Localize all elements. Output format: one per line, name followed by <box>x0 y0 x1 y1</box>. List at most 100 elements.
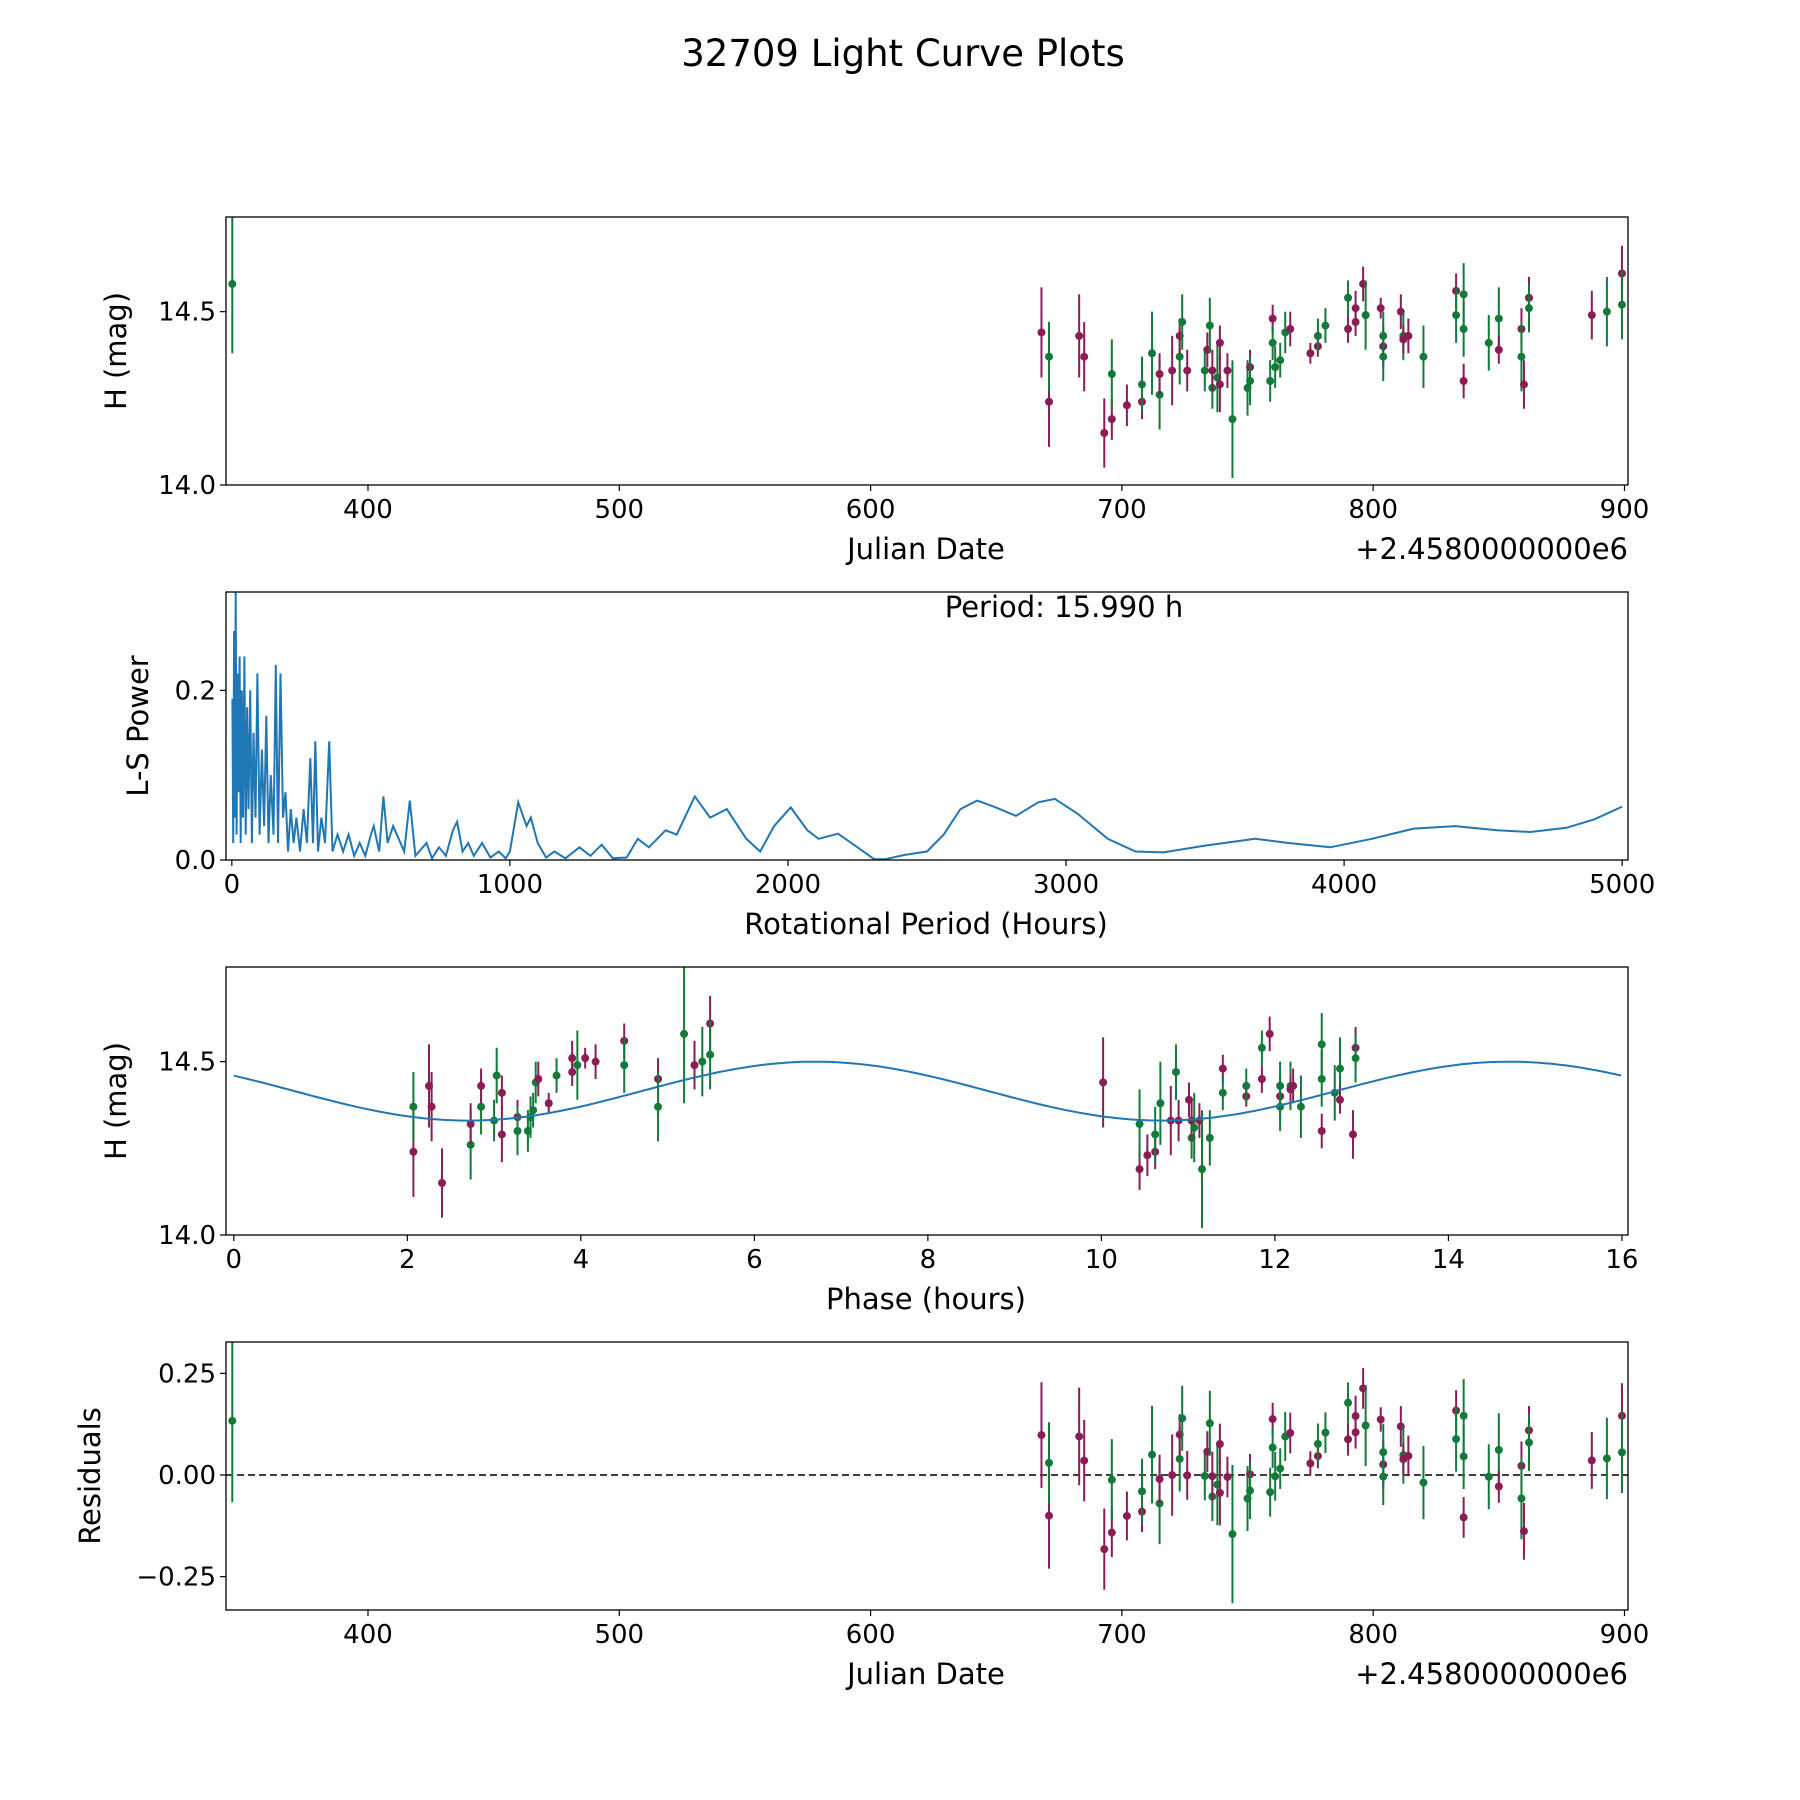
data-point <box>1257 1043 1266 1052</box>
data-point <box>534 1074 543 1083</box>
data-point <box>409 1147 418 1156</box>
data-point <box>1404 1451 1413 1460</box>
x-tick-label: 5000 <box>1589 870 1655 900</box>
data-point <box>1178 318 1187 327</box>
data-point <box>680 1029 689 1038</box>
data-point <box>1208 366 1217 375</box>
data-point <box>1306 349 1315 358</box>
y-tick-label: 14.5 <box>158 1048 216 1078</box>
data-point <box>1223 366 1232 375</box>
data-point <box>1271 363 1280 372</box>
data-point <box>1276 356 1285 365</box>
data-point <box>620 1061 629 1070</box>
data-point <box>690 1061 699 1070</box>
x-tick-label: 0 <box>226 1245 243 1275</box>
y-tick-label: 14.5 <box>158 298 216 328</box>
data-point <box>1517 352 1526 361</box>
data-point <box>1183 1471 1192 1480</box>
data-point <box>1183 366 1192 375</box>
data-point <box>1276 1464 1285 1473</box>
data-point <box>1494 1445 1503 1454</box>
data-point <box>1376 1415 1385 1424</box>
x-tick-label: 400 <box>343 1620 393 1650</box>
x-tick-label: 500 <box>594 495 644 525</box>
data-point <box>1376 304 1385 313</box>
x-tick-label: 4 <box>573 1245 590 1275</box>
data-point <box>492 1071 501 1080</box>
y-axis-label: H (mag) <box>99 292 133 410</box>
data-point <box>1313 1439 1322 1448</box>
x-offset-text: +2.4580000000e6 <box>1355 1657 1628 1691</box>
period-annotation: Period: 15.990 h <box>945 590 1184 624</box>
data-point <box>1361 1421 1370 1430</box>
data-point <box>1286 1428 1295 1437</box>
data-point <box>1351 1412 1360 1421</box>
data-point <box>1122 401 1131 410</box>
data-point <box>1200 1471 1209 1480</box>
data-point <box>1335 1064 1344 1073</box>
phased-curve-panel: 0 2 4 6 8 10 12 14 16 14.0 14.5 Phase (hours) H (m… <box>99 966 1638 1316</box>
data-point <box>1484 1472 1493 1481</box>
data-point <box>1218 1088 1227 1097</box>
data-point <box>1200 366 1209 375</box>
data-point <box>1190 1123 1199 1132</box>
data-point <box>1271 1472 1280 1481</box>
data-point <box>1205 1133 1214 1142</box>
data-point <box>573 1061 582 1070</box>
y-tick-label: 0.0 <box>175 846 216 876</box>
data-point <box>1587 1456 1596 1465</box>
data-point <box>1215 338 1224 347</box>
data-point <box>706 1050 715 1059</box>
x-tick-label: 500 <box>594 1620 644 1650</box>
data-point <box>1080 352 1089 361</box>
data-point <box>654 1102 663 1111</box>
figure-title: 32709 Light Curve Plots <box>681 32 1125 75</box>
data-point <box>466 1120 475 1129</box>
data-point <box>1348 1130 1357 1139</box>
data-point <box>427 1102 436 1111</box>
plot-area <box>231 592 1623 860</box>
x-tick-label: 600 <box>846 495 896 525</box>
data-point <box>1155 1475 1164 1484</box>
data-point <box>1148 1450 1157 1459</box>
axes-frame <box>225 591 1629 861</box>
data-point <box>1135 1120 1144 1129</box>
data-point <box>1617 300 1626 309</box>
data-point <box>1452 311 1461 320</box>
plot-area <box>226 1342 1628 1604</box>
data-point <box>1099 1078 1108 1087</box>
plot-area <box>233 967 1622 1229</box>
x-tick-label: 0 <box>224 870 241 900</box>
data-point <box>1286 324 1295 333</box>
data-point <box>1175 1454 1184 1463</box>
data-point <box>1266 376 1275 385</box>
data-point <box>1494 314 1503 323</box>
axes-frame <box>225 216 1629 486</box>
data-point <box>438 1178 447 1187</box>
data-point <box>1519 380 1528 389</box>
y-tick-label: 14.0 <box>158 1221 216 1251</box>
model-curve <box>233 1060 1622 1122</box>
data-point <box>1379 1472 1388 1481</box>
x-axis-label: Julian Date <box>845 532 1005 566</box>
data-point <box>1335 1095 1344 1104</box>
data-point <box>1296 1102 1305 1111</box>
data-point <box>1419 1478 1428 1487</box>
data-point <box>1361 311 1370 320</box>
x-tick-label: 800 <box>1348 1620 1398 1650</box>
data-point <box>1137 380 1146 389</box>
data-point <box>1306 1459 1315 1468</box>
data-point <box>1524 1438 1533 1447</box>
data-point <box>698 1057 707 1066</box>
x-axis-label: Julian Date <box>845 1657 1005 1691</box>
data-point <box>1265 1029 1274 1038</box>
data-point <box>477 1081 486 1090</box>
data-point <box>1080 1456 1089 1465</box>
data-point <box>1168 1471 1177 1480</box>
data-point <box>591 1057 600 1066</box>
y-axis-label: H (mag) <box>99 1042 133 1160</box>
data-point <box>1344 324 1353 333</box>
x-tick-label: 4000 <box>1311 870 1377 900</box>
data-point <box>1228 1530 1237 1539</box>
